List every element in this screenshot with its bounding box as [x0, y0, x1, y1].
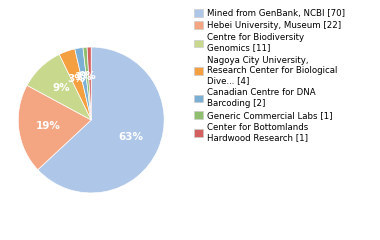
Wedge shape — [18, 85, 91, 170]
Wedge shape — [87, 47, 91, 120]
Wedge shape — [83, 47, 91, 120]
Legend: Mined from GenBank, NCBI [70], Hebei University, Museum [22], Centre for Biodive: Mined from GenBank, NCBI [70], Hebei Uni… — [194, 9, 345, 142]
Text: 63%: 63% — [119, 132, 144, 143]
Text: 1%: 1% — [75, 72, 93, 82]
Text: 19%: 19% — [35, 120, 60, 131]
Text: 3%: 3% — [68, 74, 86, 84]
Text: 0%: 0% — [79, 71, 97, 81]
Wedge shape — [59, 49, 91, 120]
Text: 9%: 9% — [52, 83, 70, 93]
Wedge shape — [38, 47, 164, 193]
Wedge shape — [27, 54, 91, 120]
Wedge shape — [75, 48, 91, 120]
